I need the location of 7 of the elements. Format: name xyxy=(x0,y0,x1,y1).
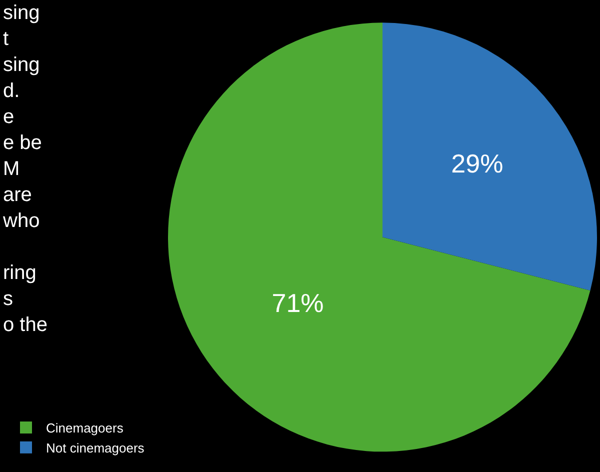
pie-slice xyxy=(382,22,597,291)
pie-slice xyxy=(168,22,590,452)
legend-label: Cinemagoers xyxy=(46,420,124,436)
text: sing t sing d. e e be M are who ring s o the xyxy=(3,2,48,336)
data-label: 29% xyxy=(451,148,504,179)
data-label: 71% xyxy=(272,288,324,318)
legend-label: Not cinemagoers xyxy=(46,440,145,456)
